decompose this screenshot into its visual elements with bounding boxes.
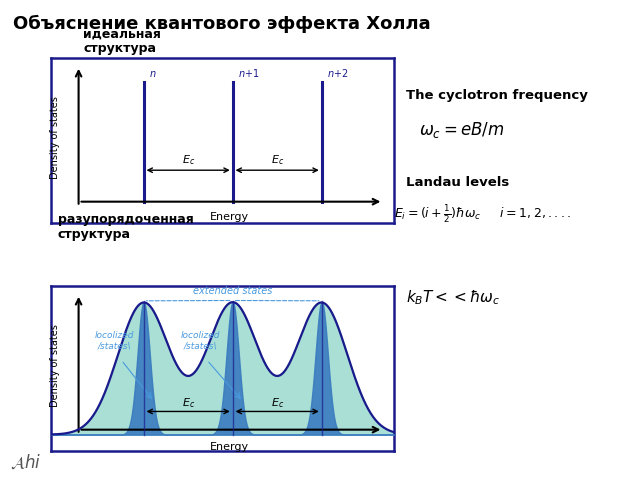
Text: extended states: extended states bbox=[193, 286, 273, 296]
Text: Energy: Energy bbox=[210, 442, 249, 452]
Text: $\mathcal{A}$hi: $\mathcal{A}$hi bbox=[10, 453, 41, 471]
Text: $E_c$: $E_c$ bbox=[271, 154, 284, 168]
Text: The cyclotron frequency: The cyclotron frequency bbox=[406, 89, 588, 103]
Text: $E_c$: $E_c$ bbox=[182, 154, 195, 168]
Text: $n$: $n$ bbox=[148, 69, 156, 79]
Text: $\omega_c = eB/m$: $\omega_c = eB/m$ bbox=[419, 120, 505, 140]
Text: locolized
/states\: locolized /states\ bbox=[180, 331, 220, 350]
Text: $E_i = (i + \frac{1}{2})\hbar\omega_c$     $i = 1, 2, ....$: $E_i = (i + \frac{1}{2})\hbar\omega_c$ $… bbox=[394, 203, 571, 225]
Text: $E_c$: $E_c$ bbox=[271, 396, 284, 410]
Text: Energy: Energy bbox=[210, 212, 249, 222]
Text: $n$+2: $n$+2 bbox=[327, 67, 348, 79]
Text: Landau levels: Landau levels bbox=[406, 176, 509, 189]
Text: Density of states: Density of states bbox=[50, 96, 60, 179]
Text: разупорядоченная
структура: разупорядоченная структура bbox=[58, 213, 193, 241]
Text: Density of states: Density of states bbox=[50, 324, 60, 407]
Text: $n$+1: $n$+1 bbox=[238, 67, 259, 79]
Text: locolized
/states\: locolized /states\ bbox=[95, 331, 134, 350]
Text: $k_B T << \hbar\omega_c$: $k_B T << \hbar\omega_c$ bbox=[406, 288, 501, 307]
Text: Объяснение квантового эффекта Холла: Объяснение квантового эффекта Холла bbox=[13, 14, 431, 33]
Text: идеальная
структура: идеальная структура bbox=[83, 27, 161, 55]
Text: $E_c$: $E_c$ bbox=[182, 396, 195, 410]
